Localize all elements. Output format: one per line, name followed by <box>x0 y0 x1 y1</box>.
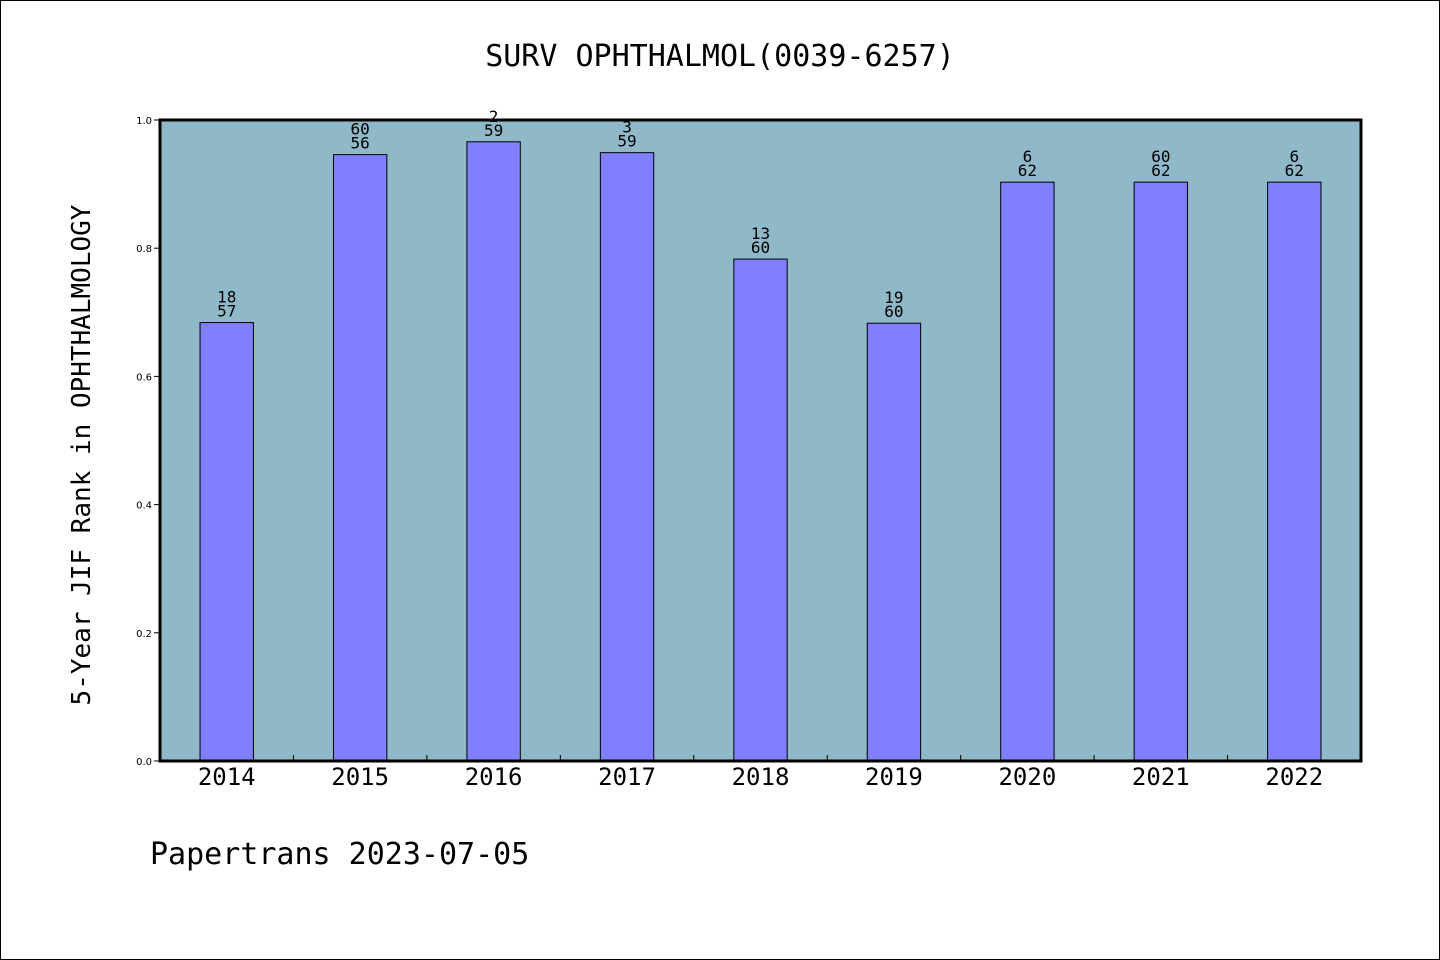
bar-2015 <box>332 154 388 762</box>
bar-series <box>199 141 1322 762</box>
y-tick-label: 0.6 <box>136 372 152 383</box>
plot-border <box>158 118 1363 763</box>
bar-label-top: 19 <box>884 288 903 307</box>
x-tick-label: 2019 <box>865 763 923 791</box>
x-tick-label: 2014 <box>198 763 256 791</box>
chart-title: SURV OPHTHALMOL(0039-6257) <box>485 39 955 74</box>
bar-label-bottom: 62 <box>1018 161 1037 180</box>
bar-2020 <box>1000 181 1055 762</box>
bar-label-bottom: 62 <box>1151 161 1170 180</box>
bar-2022 <box>1267 181 1322 762</box>
bar-label-bottom: 60 <box>884 302 903 321</box>
x-axis: 2014 2015 2016 2017 2018 2019 2020 2021 2022 <box>198 755 1323 791</box>
bar-label-top: 60 <box>351 120 370 139</box>
bar-label-top: 18 <box>217 288 236 307</box>
bar-label-bottom: 59 <box>617 132 636 151</box>
x-tick-label: 2015 <box>331 763 389 791</box>
y-tick-label: 0.4 <box>136 501 152 512</box>
bar-2018 <box>733 258 788 762</box>
x-tick-label: 2017 <box>598 763 656 791</box>
bar-label-bottom: 60 <box>751 238 770 257</box>
bar-label-top: 6 <box>1289 147 1299 166</box>
bar-label-bottom: 59 <box>484 121 503 140</box>
bar-label-top: 3 <box>622 118 632 137</box>
y-tick-label: 0.2 <box>136 629 152 640</box>
y-axis-label: 5-Year JIF Rank in OPHTHALMOLOGY <box>67 204 97 705</box>
bar-label-top: 2 <box>489 107 499 126</box>
bar-label-top: 6 <box>1023 147 1033 166</box>
bar-label-bottom: 62 <box>1285 161 1304 180</box>
x-tick-label: 2020 <box>998 763 1056 791</box>
y-tick-label: 0.8 <box>136 244 152 255</box>
x-tick-label: 2018 <box>732 763 790 791</box>
bar-2021 <box>1133 181 1189 762</box>
bar-2016 <box>466 141 521 762</box>
footer-credit: Papertrans 2023-07-05 <box>150 837 529 872</box>
x-tick-label: 2021 <box>1132 763 1190 791</box>
bar-2019 <box>866 322 922 762</box>
bar-label-bottom: 57 <box>217 302 236 321</box>
bar-label-top: 13 <box>751 224 770 243</box>
x-tick-label: 2016 <box>465 763 523 791</box>
x-tick-label: 2022 <box>1265 763 1323 791</box>
y-tick-label: 0.0 <box>136 757 152 768</box>
y-tick-label: 1.0 <box>136 116 152 127</box>
bar-2017 <box>599 152 655 762</box>
bar-2014 <box>199 322 254 762</box>
bar-label-top: 60 <box>1151 147 1170 166</box>
bar-label-bottom: 56 <box>351 134 370 153</box>
y-axis: 0.0 0.2 0.4 0.6 0.8 1.0 <box>136 116 160 768</box>
